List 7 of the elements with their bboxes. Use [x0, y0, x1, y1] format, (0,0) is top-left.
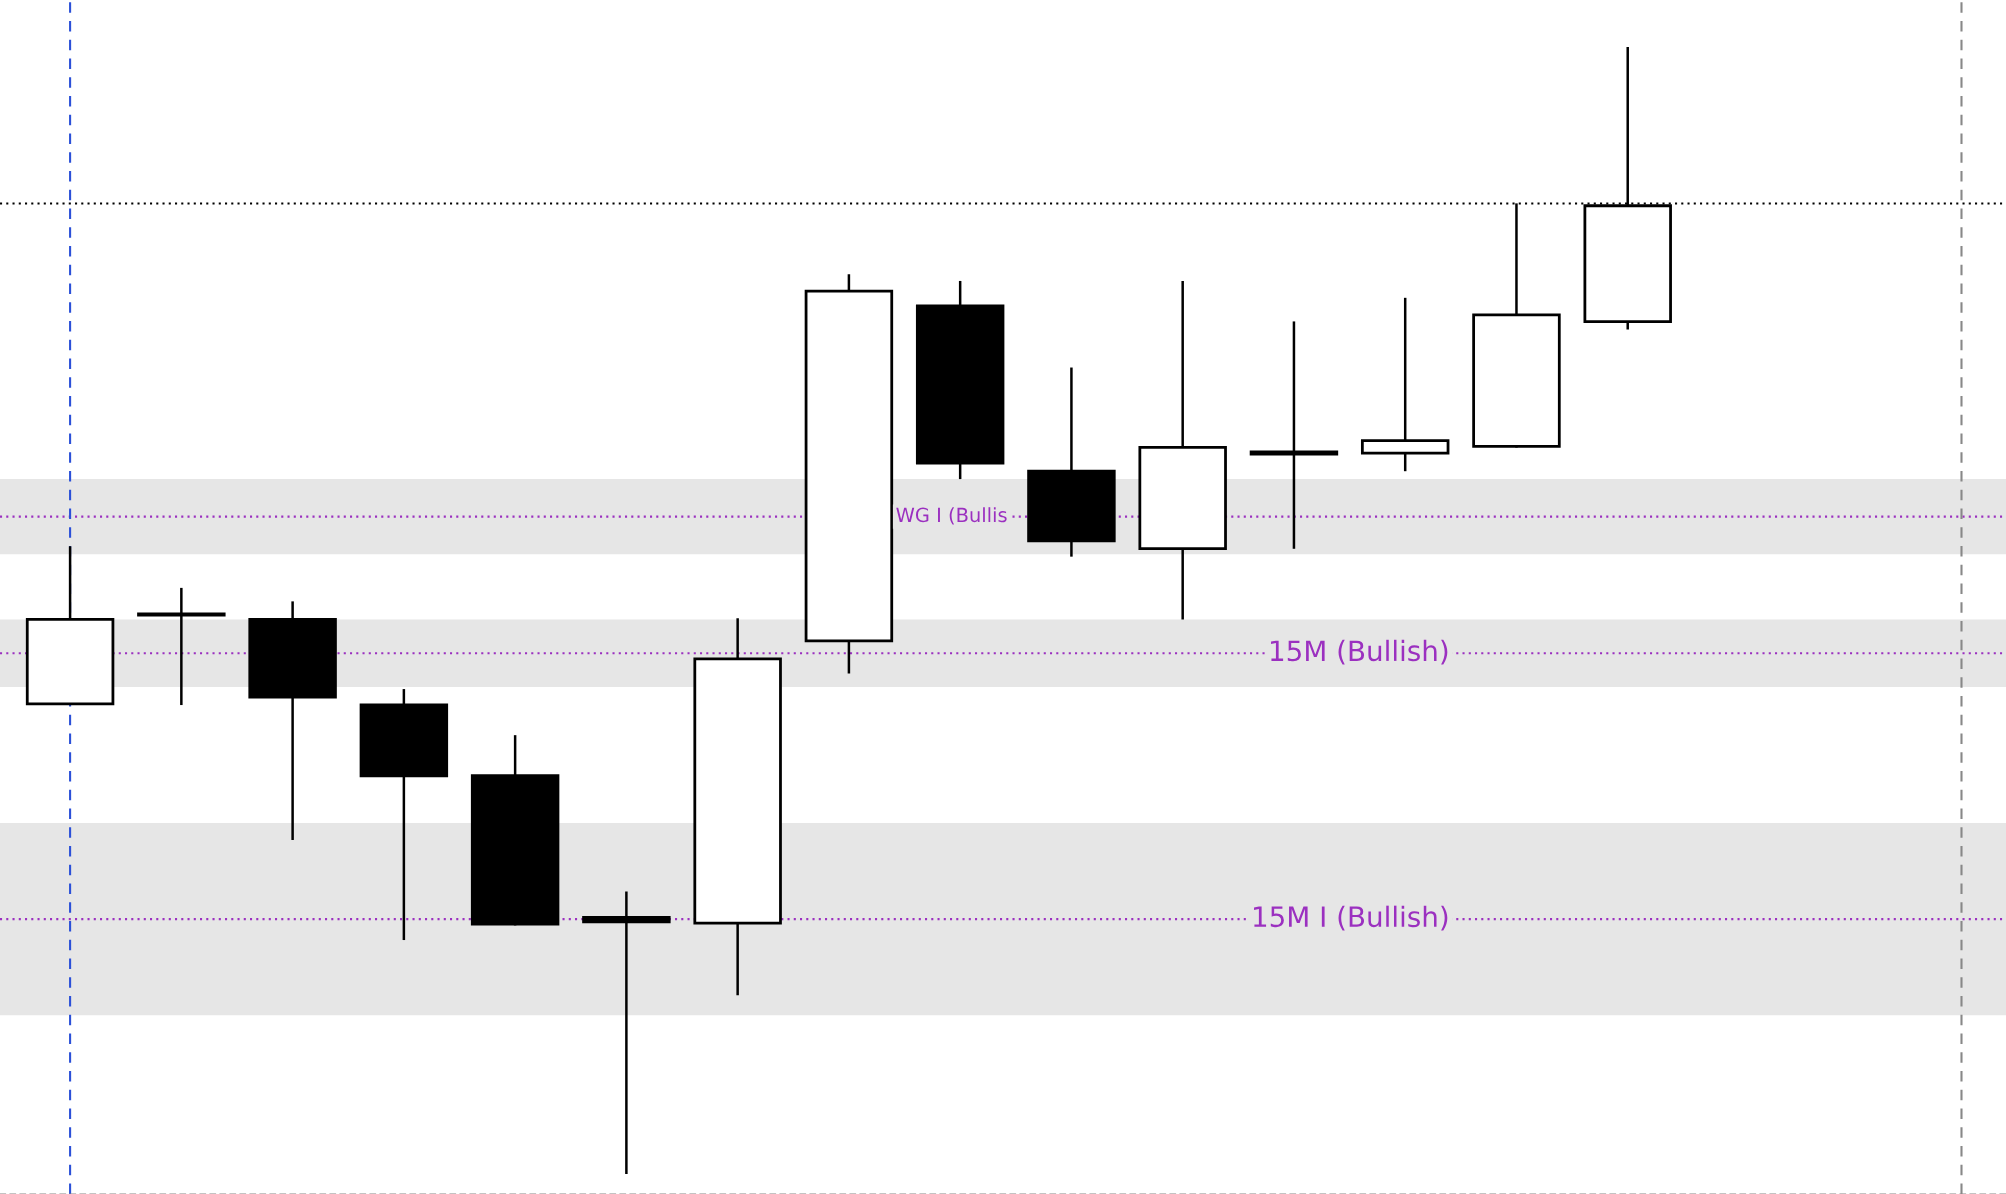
band-label: 15M (Bullish) — [1271, 639, 1448, 665]
band-label: WG I (Bullis — [896, 507, 1007, 525]
candlestick — [1360, 297, 1450, 472]
band-label: 15M I (Bullish) — [1254, 905, 1448, 931]
candlestick — [582, 891, 671, 1174]
candlestick — [137, 587, 226, 706]
candlestick — [1249, 321, 1339, 549]
